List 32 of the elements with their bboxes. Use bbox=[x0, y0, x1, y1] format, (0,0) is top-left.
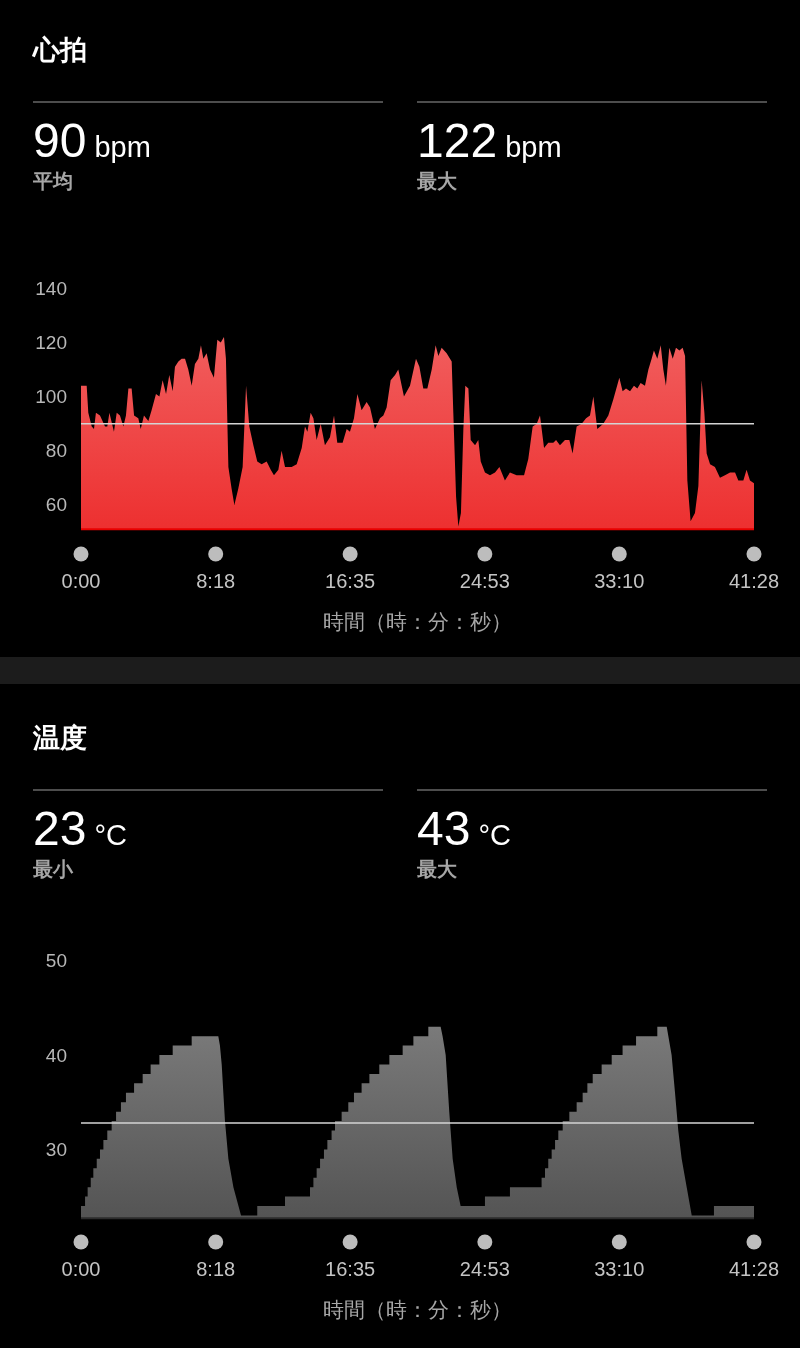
x-tick-label: 0:00 bbox=[61, 570, 101, 592]
y-tick-label: 100 bbox=[35, 386, 67, 408]
x-axis-title: 時間（時：分：秒） bbox=[323, 609, 512, 633]
x-tick-label: 24:53 bbox=[459, 570, 510, 592]
text: 122 bpm bbox=[417, 114, 562, 167]
y-tick-label: 50 bbox=[45, 950, 67, 972]
x-tick-label: 16:35 bbox=[325, 1258, 376, 1280]
y-tick-label: 30 bbox=[45, 1138, 67, 1160]
x-tick-label: 41:28 bbox=[728, 570, 780, 592]
chart-title: 温度 bbox=[32, 723, 87, 753]
x-tick-label: 16:35 bbox=[325, 570, 376, 592]
x-tick-label: 41:28 bbox=[728, 1258, 780, 1280]
text: 最小 bbox=[32, 858, 74, 880]
text: 43 °C bbox=[417, 802, 511, 855]
x-tick-label: 8:18 bbox=[196, 570, 236, 592]
y-tick-label: 40 bbox=[45, 1044, 67, 1066]
x-axis-title: 時間（時：分：秒） bbox=[323, 1297, 512, 1321]
text: 90 bpm bbox=[33, 114, 151, 167]
text: 平均 bbox=[32, 170, 73, 192]
text: 最大 bbox=[416, 858, 458, 880]
y-tick-label: 140 bbox=[35, 277, 67, 299]
chart-title: 心拍 bbox=[31, 35, 87, 65]
x-tick-label: 33:10 bbox=[594, 1258, 645, 1280]
text: 23 °C bbox=[33, 802, 127, 855]
y-tick-label: 120 bbox=[35, 331, 67, 353]
x-tick-label: 0:00 bbox=[61, 1258, 101, 1280]
x-tick-label: 8:18 bbox=[196, 1258, 236, 1280]
y-tick-label: 80 bbox=[45, 440, 67, 462]
text: 最大 bbox=[416, 170, 458, 192]
y-tick-label: 60 bbox=[45, 494, 67, 516]
x-tick-label: 24:53 bbox=[459, 1258, 510, 1280]
x-tick-label: 33:10 bbox=[594, 570, 645, 592]
